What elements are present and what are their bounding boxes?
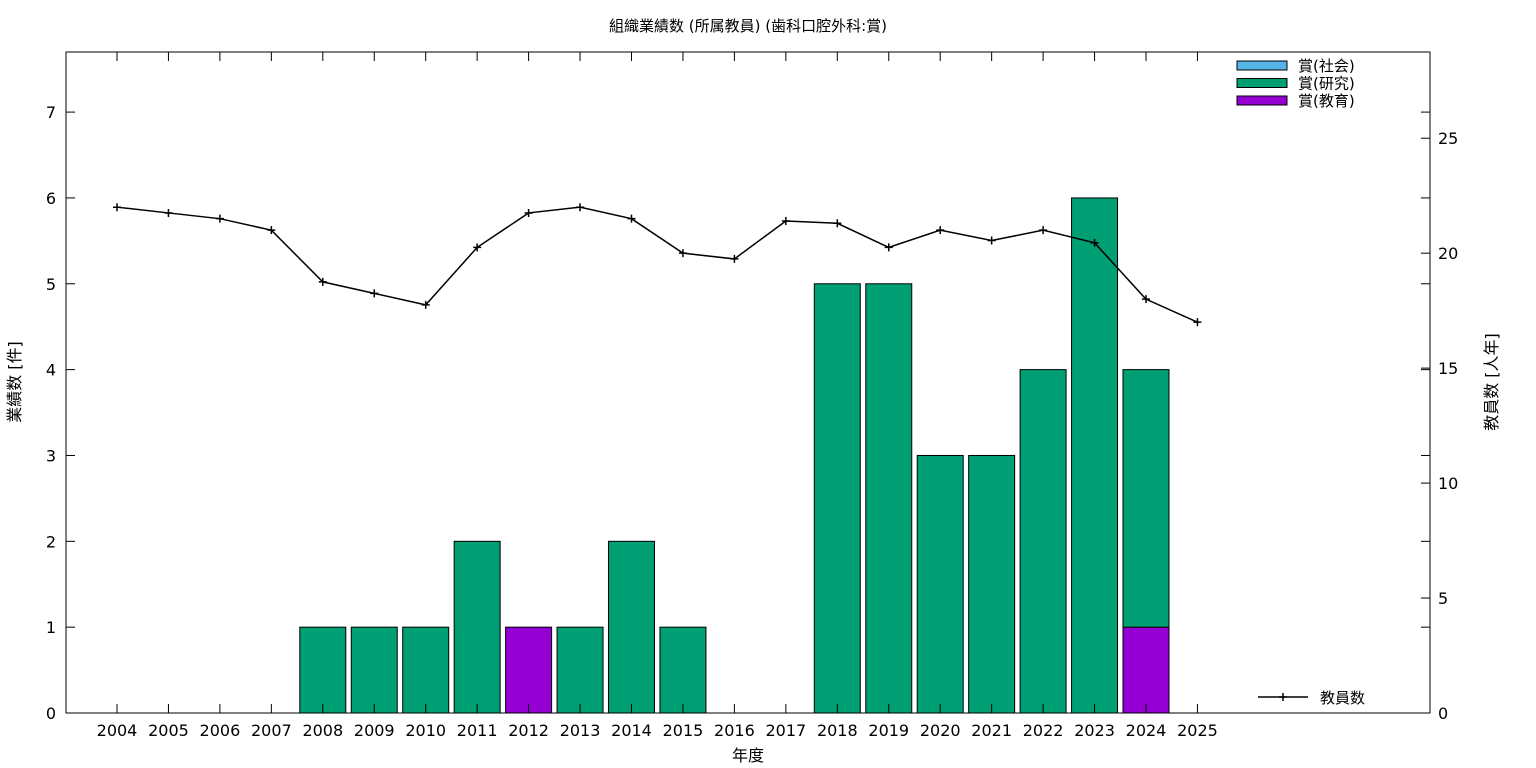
legend: 賞(社会)賞(研究)賞(教育) 教員数	[1236, 57, 1365, 707]
x-tick-label-2014: 2014	[611, 721, 652, 740]
y-tick-label-4: 4	[46, 361, 56, 380]
x-tick-label-2024: 2024	[1126, 721, 1167, 740]
line-point-2004	[113, 203, 121, 212]
line-point-2013	[576, 203, 585, 212]
x-axis-title: 年度	[732, 746, 764, 765]
line-point-2020	[936, 226, 945, 235]
line-point-2010	[421, 300, 430, 309]
y2-tick-label-10: 10	[1438, 474, 1458, 493]
bar-2012-series-0	[505, 626, 553, 714]
bar-2011-series-1	[453, 540, 501, 714]
line-point-2017	[781, 216, 790, 225]
legend-swatch-0	[1236, 60, 1288, 71]
line-point-2011	[473, 243, 482, 252]
x-tick-label-2005: 2005	[148, 721, 189, 740]
x-tick-label-2015: 2015	[663, 721, 704, 740]
x-tick-label-2025: 2025	[1177, 721, 1218, 740]
bar-2018-series-1	[813, 283, 861, 714]
line-point-2012	[524, 208, 533, 217]
line-point-2024	[1142, 295, 1150, 304]
bar-2013-series-1	[556, 626, 604, 714]
line-point-2006	[215, 214, 224, 223]
line-point-2018	[833, 219, 842, 228]
bar-2009-series-1	[350, 626, 398, 714]
line-point-2015	[678, 249, 687, 258]
plot-frame	[65, 51, 1431, 714]
y-tick-label-2: 2	[46, 532, 56, 551]
y-tick-label-0: 0	[46, 704, 56, 723]
x-tick-label-2020: 2020	[920, 721, 961, 740]
line-series-faculty	[116, 206, 1198, 323]
line-point-2019	[884, 243, 893, 252]
x-tick-label-2007: 2007	[251, 721, 292, 740]
bar-2021-series-1	[968, 454, 1016, 714]
x-tick-label-2010: 2010	[405, 721, 446, 740]
line-point-2022	[1039, 226, 1048, 235]
bar-2023-series-1	[1071, 197, 1119, 714]
line-point-2021	[987, 236, 996, 245]
line-point-2023	[1090, 238, 1099, 247]
line-point-2016	[730, 254, 739, 263]
x-tick-label-2022: 2022	[1023, 721, 1064, 740]
x-tick-label-2008: 2008	[302, 721, 343, 740]
line-point-2025	[1193, 318, 1202, 327]
y-axis-title: 業績数 [件]	[5, 341, 24, 423]
line-layer	[113, 203, 1202, 327]
bar-2020-series-1	[916, 454, 964, 714]
bars-layer	[299, 197, 1170, 714]
line-point-2008	[318, 277, 327, 286]
legend-label-1: 賞(研究)	[1298, 75, 1355, 93]
x-tick-label-2013: 2013	[560, 721, 601, 740]
legend-swatch-1	[1236, 78, 1288, 88]
x-tick-label-2004: 2004	[97, 721, 138, 740]
line-point-2005	[164, 208, 173, 217]
x-tick-label-2011: 2011	[457, 721, 498, 740]
x-tick-label-2006: 2006	[200, 721, 241, 740]
x-tick-label-2016: 2016	[714, 721, 755, 740]
x-tick-label-2012: 2012	[508, 721, 549, 740]
y2-tick-label-0: 0	[1438, 704, 1448, 723]
x-tick-label-2023: 2023	[1074, 721, 1115, 740]
chart-title: 組織業績数 (所属教員) (歯科口腔外科:賞)	[609, 17, 887, 35]
legend-label-2: 賞(教育)	[1298, 92, 1355, 110]
x-tick-label-2019: 2019	[868, 721, 909, 740]
legend-line-label: 教員数	[1320, 689, 1365, 707]
bar-2008-series-1	[299, 626, 347, 714]
bar-2022-series-1	[1019, 369, 1067, 714]
line-point-2007	[267, 226, 276, 235]
x-tick-label-2018: 2018	[817, 721, 858, 740]
y-tick-label-1: 1	[46, 618, 56, 637]
line-point-2009	[370, 289, 379, 298]
legend-label-0: 賞(社会)	[1298, 57, 1355, 75]
x-tick-label-2009: 2009	[354, 721, 395, 740]
legend-line-marker	[1279, 693, 1287, 701]
y2-tick-label-15: 15	[1438, 359, 1458, 378]
bar-2024-series-1	[1122, 369, 1170, 628]
y-tick-label-5: 5	[46, 275, 56, 294]
y2-tick-label-5: 5	[1438, 589, 1448, 608]
bar-2015-series-1	[659, 626, 707, 714]
y2-tick-label-25: 25	[1438, 129, 1458, 148]
legend-swatch-2	[1236, 95, 1288, 106]
bar-2019-series-1	[865, 283, 913, 714]
bar-2014-series-1	[608, 540, 655, 714]
line-point-2014	[627, 214, 636, 223]
y-tick-label-3: 3	[46, 446, 56, 465]
bar-2010-series-1	[402, 626, 450, 714]
x-tick-label-2017: 2017	[765, 721, 806, 740]
y-tick-label-6: 6	[46, 189, 56, 208]
y2-axis-title: 教員数 [人年]	[1482, 333, 1501, 431]
y-tick-label-7: 7	[46, 103, 56, 122]
y2-tick-label-20: 20	[1438, 244, 1458, 263]
bar-2024-series-0	[1122, 626, 1170, 714]
x-tick-label-2021: 2021	[971, 721, 1012, 740]
